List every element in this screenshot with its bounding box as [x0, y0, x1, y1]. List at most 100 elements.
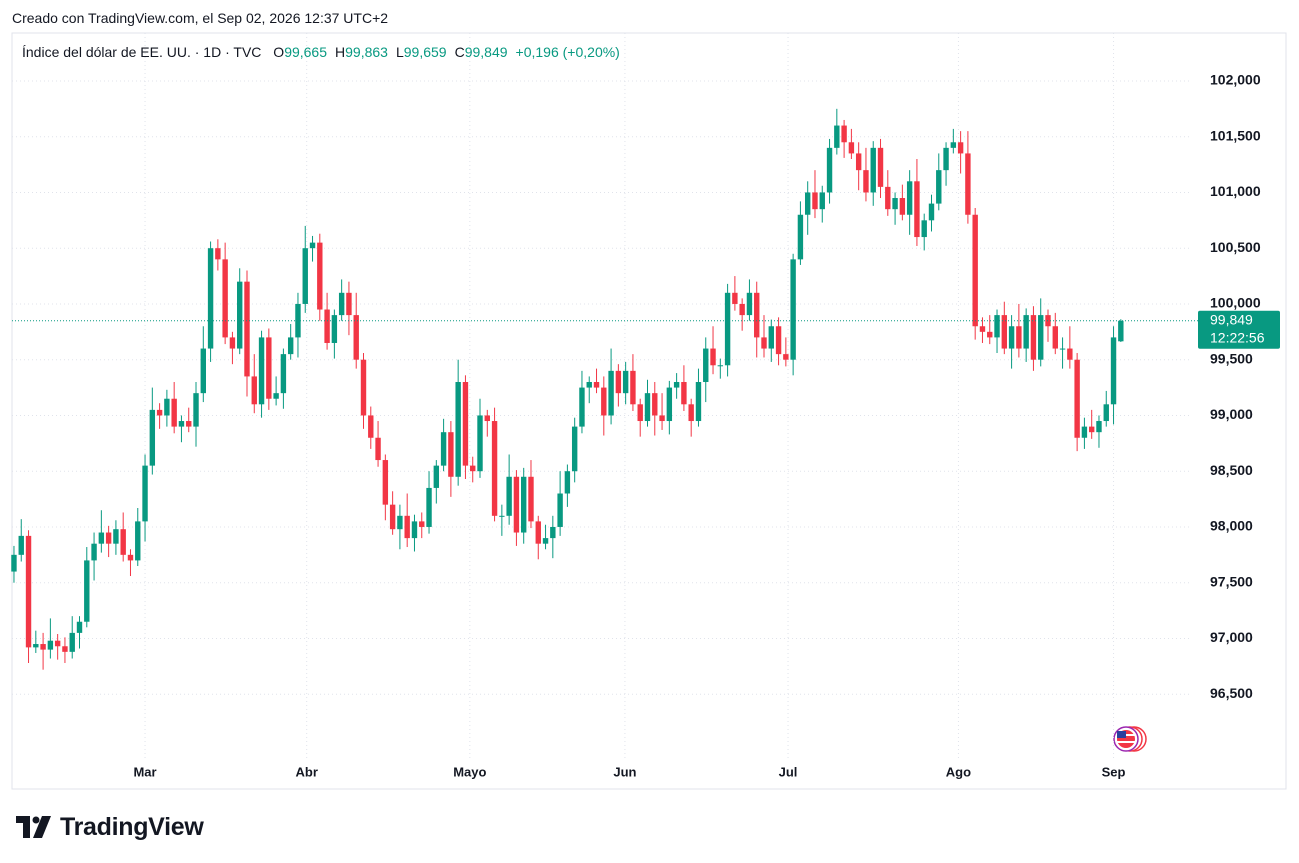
candle-body — [375, 437, 381, 461]
candle-body — [244, 281, 250, 377]
candle-body — [666, 387, 673, 422]
candle-body — [863, 170, 869, 193]
x-tick-label: Jun — [613, 764, 636, 779]
candle-body — [521, 476, 527, 533]
symbol-title: Índice del dólar de EE. UU. · 1D · TVC — [22, 44, 262, 60]
ohlc-key: L — [395, 44, 404, 60]
candle-body — [834, 125, 840, 148]
candle-body — [54, 640, 61, 647]
candle-body — [1074, 359, 1080, 438]
y-tick-label: 97,000 — [1210, 629, 1253, 645]
candle-body — [746, 292, 753, 316]
candle-body — [309, 242, 316, 249]
x-tick-label: Mayo — [453, 764, 486, 779]
candle-body — [754, 292, 760, 338]
candle-body — [783, 354, 789, 360]
candle-body — [404, 515, 410, 539]
candle-body — [397, 515, 403, 530]
candle-body — [287, 337, 294, 355]
candle-body — [899, 198, 906, 215]
candle-body — [797, 214, 804, 260]
candle-body — [98, 532, 105, 544]
candle-body — [18, 535, 24, 555]
x-tick-label: Mar — [133, 764, 156, 779]
y-tick-label: 100,500 — [1210, 239, 1261, 255]
ohlc-value: 99,849 — [464, 44, 508, 60]
candle-body — [994, 315, 1000, 338]
candle-body — [1096, 421, 1102, 433]
candle-body — [804, 192, 811, 215]
candle-body — [586, 382, 592, 388]
logo-mark — [16, 816, 51, 838]
candle-body — [928, 203, 935, 221]
candle-body — [987, 331, 993, 338]
candle-body — [1059, 348, 1066, 350]
candle-body — [353, 315, 359, 360]
credit: Creado con TradingView.com, el Sep 02, 2… — [12, 10, 389, 26]
candle-body — [812, 192, 818, 210]
candle-body — [470, 465, 476, 472]
candle-body — [622, 370, 629, 394]
candle-body — [732, 292, 738, 304]
candle-body — [513, 476, 520, 533]
candle-body — [542, 538, 549, 544]
candle-body — [499, 515, 505, 517]
candle-body — [848, 142, 855, 154]
candle-body — [207, 248, 214, 349]
candle-body — [688, 404, 694, 422]
candle-body — [957, 142, 964, 154]
candle-body — [251, 376, 257, 405]
candle-body — [149, 409, 156, 466]
last-price-badge — [1198, 310, 1280, 349]
candle-body — [877, 147, 884, 187]
ohlc-key: H — [335, 44, 346, 60]
candle-body — [593, 382, 600, 388]
candle-body — [819, 192, 825, 210]
candle-body — [615, 370, 622, 394]
candle-body — [855, 153, 862, 171]
candle-body — [644, 393, 651, 422]
y-tick-label: 98,500 — [1210, 462, 1253, 478]
candle-body — [419, 521, 425, 527]
candle-body — [1008, 326, 1015, 349]
y-tick-label: 99,500 — [1210, 350, 1253, 366]
candle-body — [266, 337, 272, 399]
candle-body — [659, 415, 665, 422]
candle-body — [462, 382, 469, 466]
candle-body — [637, 404, 643, 422]
candle-body — [506, 476, 512, 516]
candle-body — [360, 359, 367, 416]
candle-body — [171, 398, 177, 427]
candle-body — [710, 348, 716, 366]
candle-body — [302, 248, 308, 304]
candle-body — [972, 214, 978, 327]
candle-body — [681, 382, 687, 405]
candle-body — [368, 415, 374, 438]
y-tick-label: 102,000 — [1210, 72, 1261, 88]
candle-body — [120, 529, 126, 555]
candle-body — [491, 421, 498, 516]
candle-body — [790, 259, 796, 360]
candle-body — [673, 382, 680, 388]
candle-body — [62, 646, 68, 652]
candle-body — [331, 315, 338, 343]
candle-body — [346, 292, 352, 316]
candle-body — [1118, 320, 1124, 342]
candle-body — [943, 147, 949, 171]
change-label: +0,196 (+0,20%) — [515, 44, 620, 60]
candle-body — [448, 432, 454, 477]
candle-body — [1016, 326, 1022, 349]
candle-body — [215, 248, 221, 260]
candle-body — [761, 337, 767, 349]
candle-body — [775, 326, 782, 355]
candle-body — [768, 326, 774, 349]
candle-body — [433, 465, 440, 488]
candle-body — [870, 147, 876, 193]
candle-body — [33, 644, 39, 648]
candle-body — [164, 398, 170, 416]
candle-body — [411, 521, 418, 539]
candle-body — [703, 348, 709, 383]
candle-body — [76, 621, 83, 633]
candle-body — [557, 493, 563, 527]
